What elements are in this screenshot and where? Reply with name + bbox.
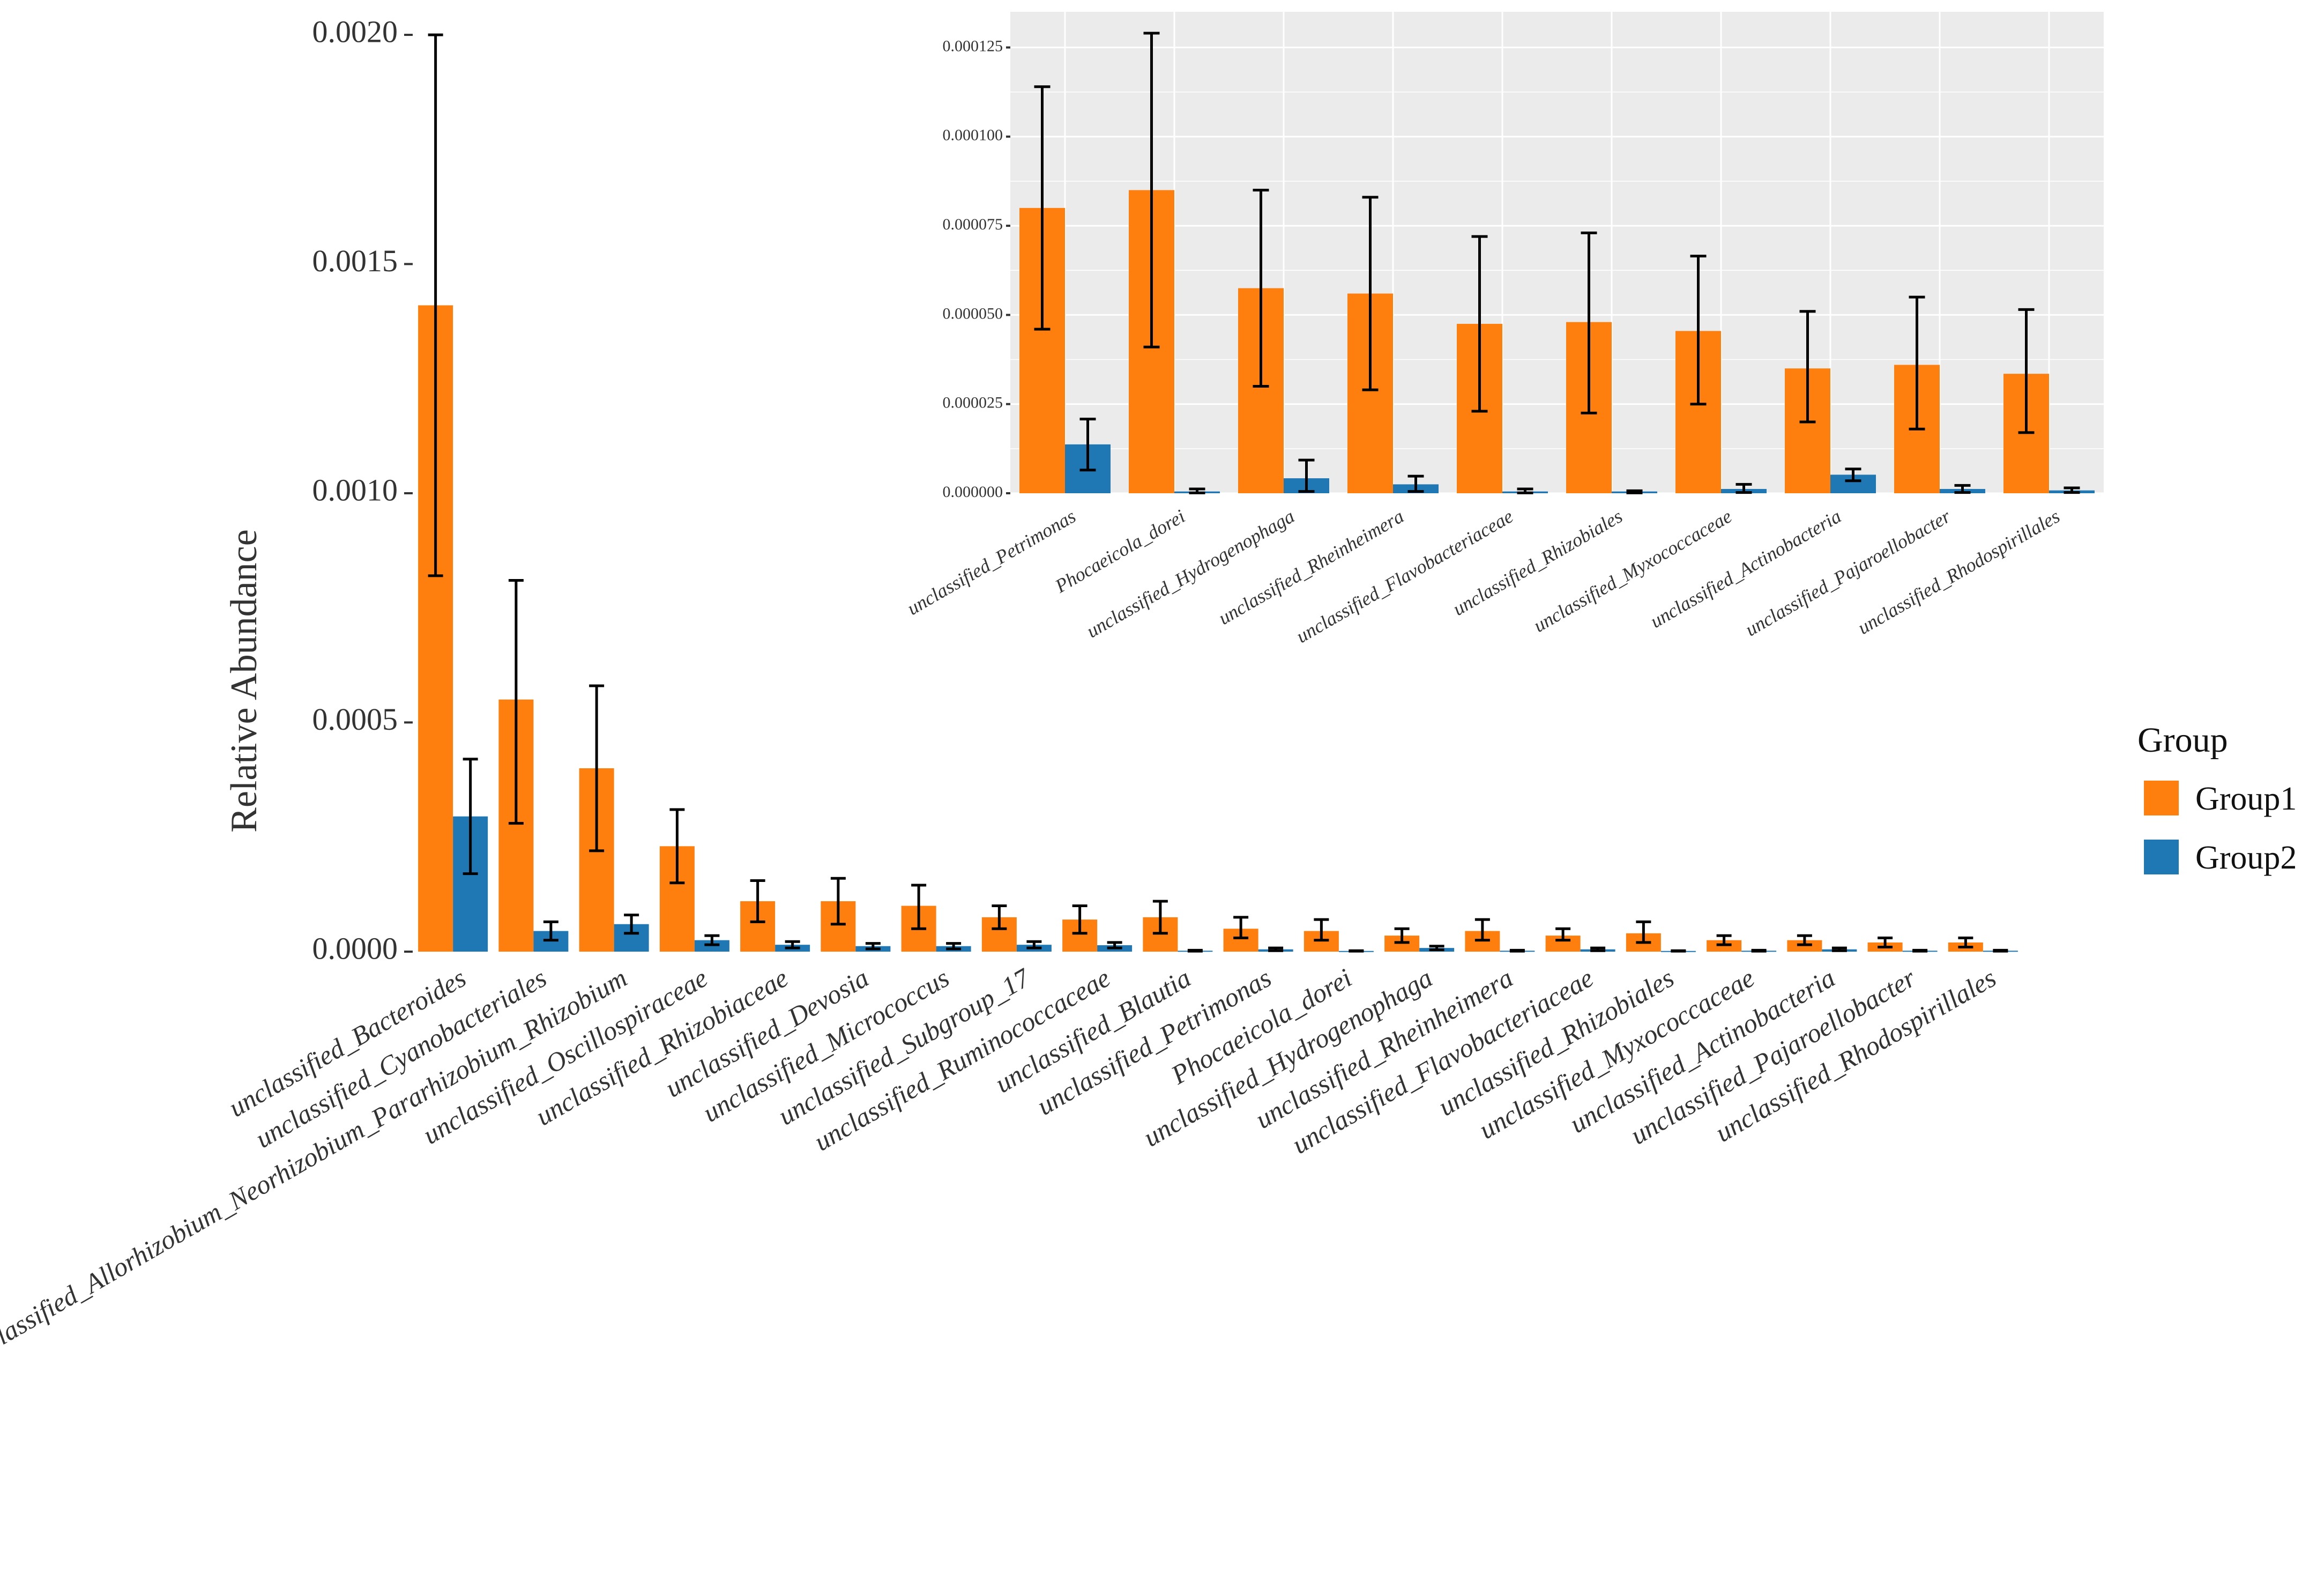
inset-error-bar-group1-phocaeicola-dorei <box>1143 32 1160 348</box>
main-error-bar-group1-unclassified-petrimonas <box>1233 916 1249 939</box>
main-y-axis-label: Relative Abundance <box>224 529 265 833</box>
inset-error-bar-group2-unclassified-rhodospirillales <box>2064 486 2080 494</box>
main-error-bar-group1-unclassified-rhodospirillales <box>1958 936 1973 948</box>
main-error-bar-group1-unclassified-blautia <box>1152 900 1168 935</box>
main-y-tick-label: 0.0005 <box>312 702 398 737</box>
inset-error-bar-group2-unclassified-actinobacteria <box>1845 468 1861 483</box>
inset-y-tick-label: 0.000100 <box>943 127 1003 144</box>
inset-error-bar-group2-unclassified-myxococcaceae <box>1735 483 1752 494</box>
inset-error-bar-group1-unclassified-petrimonas <box>1034 85 1051 331</box>
main-error-bar-group2-unclassified-rhodospirillales <box>1993 948 2008 953</box>
legend-swatch-group2 <box>2144 840 2179 874</box>
main-error-bar-group2-unclassified-rheinheimera <box>1509 948 1525 953</box>
legend-label-group2: Group2 <box>2195 840 2297 876</box>
inset-error-bar-group2-unclassified-petrimonas <box>1079 418 1096 472</box>
inset-error-bar-group2-phocaeicola-dorei <box>1189 487 1205 494</box>
main-error-bar-group1-unclassified-devosia <box>830 877 846 926</box>
legend-label-group1: Group1 <box>2195 781 2297 817</box>
main-error-bar-group2-unclassified-cyanobacteriales <box>543 920 558 942</box>
main-error-bar-group2-unclassified-ruminococcaceae <box>1107 941 1122 949</box>
main-y-tick-label: 0.0015 <box>312 243 398 278</box>
main-y-tick-label: 0.0010 <box>312 472 398 507</box>
legend-title: Group <box>2137 721 2228 760</box>
inset-error-bar-group1-unclassified-rhodospirillales <box>2018 308 2035 434</box>
inset-error-bar-group1-unclassified-rheinheimera <box>1362 196 1379 391</box>
main-error-bar-group1-unclassified-actinobacteria <box>1797 934 1812 946</box>
inset-error-bar-group2-unclassified-hydrogenophaga <box>1298 458 1315 493</box>
main-error-bar-group2-unclassified-flavobacteriaceae <box>1590 946 1606 952</box>
legend-swatch-group1 <box>2144 781 2179 815</box>
inset-x-tick-label: unclassified_Hydrogenophaga <box>1083 505 1298 642</box>
main-error-bar-group2-unclassified-oscillospiraceae <box>704 934 720 946</box>
main-error-bar-group1-unclassified-allorhizobium-neorhizobium-pararhizobium-rhizobium <box>589 684 605 852</box>
inset-y-tick-label: 0.000125 <box>943 37 1003 55</box>
inset-bar-chart: 0.000000 0.000025 0.000050 0.000075 0.000100… <box>904 12 2104 647</box>
legend: Group Group1 Group2 <box>2137 721 2297 876</box>
main-error-bar-group2-unclassified-subgroup-17 <box>1026 940 1042 949</box>
main-error-bar-group1-unclassified-ruminococcaceae <box>1072 904 1087 935</box>
main-y-tick-label: 0.0000 <box>312 931 398 966</box>
main-error-bar-group1-unclassified-bacteroides <box>428 33 443 577</box>
inset-x-tick-label: unclassified_Myxococcaceae <box>1530 505 1735 636</box>
inset-x-tick-label: unclassified_Rhodospirillales <box>1854 505 2064 639</box>
inset-x-tick-label: unclassified_Rheinheimera <box>1215 505 1407 629</box>
main-error-bar-group1-unclassified-rheinheimera <box>1474 918 1490 942</box>
main-error-bar-group2-unclassified-devosia <box>865 942 881 951</box>
inset-error-bar-group1-unclassified-hydrogenophaga <box>1253 189 1269 388</box>
inset-y-tick-label: 0.000075 <box>943 216 1003 233</box>
main-error-bar-group2-unclassified-pajaroellobacter <box>1912 948 1928 953</box>
main-error-bar-group2-unclassified-rhizobiaceae <box>785 940 800 949</box>
inset-error-bar-group2-unclassified-flavobacteriaceae <box>1517 487 1533 494</box>
inset-x-tick-label: unclassified_Petrimonas <box>904 505 1079 619</box>
main-error-bar-group1-unclassified-hydrogenophaga <box>1394 927 1410 944</box>
inset-error-bar-group1-unclassified-rhizobiales <box>1581 231 1597 414</box>
main-error-bar-group1-unclassified-pajaroellobacter <box>1878 936 1893 948</box>
inset-y-tick-label: 0.000050 <box>943 305 1003 322</box>
inset-error-bar-group1-unclassified-actinobacteria <box>1799 310 1816 424</box>
main-error-bar-group2-unclassified-actinobacteria <box>1831 946 1847 952</box>
main-error-bar-group2-unclassified-myxococcaceae <box>1751 948 1767 953</box>
inset-error-bar-group2-unclassified-pajaroellobacter <box>1954 484 1971 494</box>
inset-y-tick-label: 0.000000 <box>943 483 1003 501</box>
main-error-bar-group2-unclassified-blautia <box>1187 948 1203 953</box>
inset-error-bar-group1-unclassified-flavobacteriaceae <box>1471 235 1488 413</box>
main-error-bar-group2-unclassified-bacteroides <box>463 758 478 876</box>
main-error-bar-group1-phocaeicola-dorei <box>1314 918 1329 942</box>
main-error-bar-group2-unclassified-allorhizobium-neorhizobium-pararhizobium-rhizobium <box>624 914 639 935</box>
main-x-tick-label: Unclassified_Allorhizobium_Neorhizobium_… <box>0 962 632 1373</box>
main-error-bar-group2-unclassified-micrococcus <box>946 942 962 951</box>
inset-x-tick-label: unclassified_Actinobacteria <box>1647 505 1845 632</box>
inset-error-bar-group1-unclassified-pajaroellobacter <box>1909 295 1925 431</box>
inset-x-tick-label: unclassified_Pajaroellobacter <box>1741 505 1954 640</box>
main-error-bar-group1-unclassified-rhizobiaceae <box>750 879 765 923</box>
inset-error-bar-group2-unclassified-rhizobiales <box>1626 489 1643 494</box>
main-bar-chart: 0.0000 0.0005 0.0010 0.0015 0.0020 Relative A… <box>0 14 2018 1373</box>
main-error-bar-group1-unclassified-cyanobacteriales <box>508 578 524 825</box>
main-error-bar-group2-unclassified-petrimonas <box>1268 946 1284 952</box>
main-error-bar-group1-unclassified-oscillospiraceae <box>669 808 685 885</box>
inset-y-tick-label: 0.000025 <box>943 394 1003 412</box>
inset-error-bar-group1-unclassified-myxococcaceae <box>1690 255 1707 406</box>
inset-x-tick-label: unclassified_Flavobacteriaceae <box>1293 505 1517 647</box>
main-error-bar-group1-unclassified-rhizobiales <box>1636 920 1651 944</box>
main-error-bar-group2-unclassified-hydrogenophaga <box>1429 945 1444 952</box>
main-error-bar-group1-unclassified-micrococcus <box>911 884 927 930</box>
main-y-tick-label: 0.0020 <box>312 14 398 49</box>
main-error-bar-group1-unclassified-flavobacteriaceae <box>1555 927 1571 942</box>
main-error-bar-group1-unclassified-myxococcaceae <box>1716 934 1732 946</box>
inset-error-bar-group2-unclassified-rheinheimera <box>1407 474 1424 493</box>
main-error-bar-group1-unclassified-subgroup-17 <box>992 904 1007 930</box>
